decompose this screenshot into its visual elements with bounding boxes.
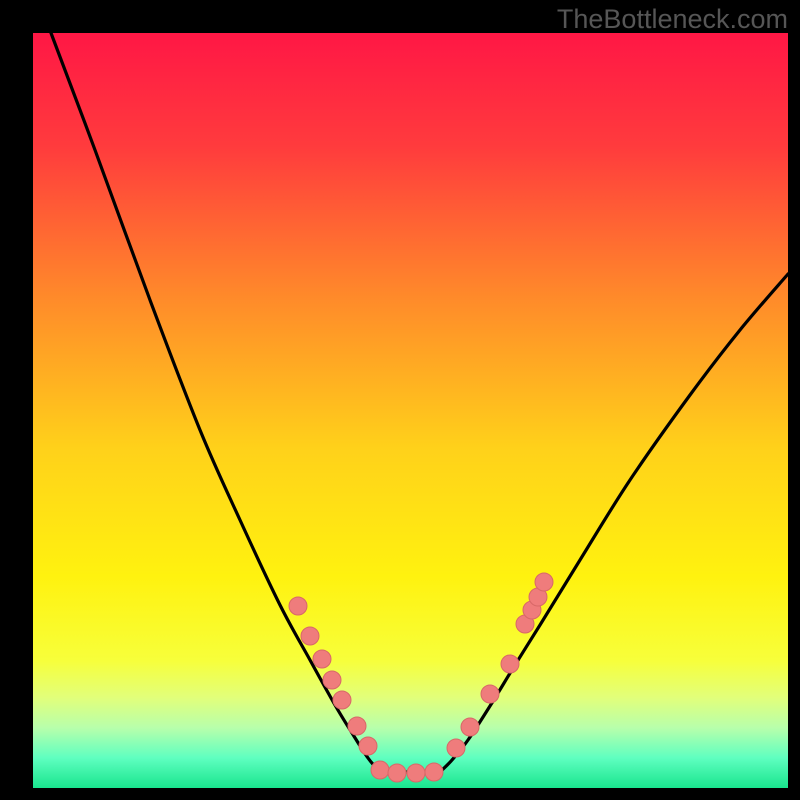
data-point-marker xyxy=(407,764,425,782)
data-point-marker xyxy=(447,739,465,757)
data-point-marker xyxy=(289,597,307,615)
data-point-marker xyxy=(333,691,351,709)
data-point-marker xyxy=(535,573,553,591)
data-point-marker xyxy=(301,627,319,645)
curve-overlay xyxy=(0,0,800,800)
data-point-marker xyxy=(313,650,331,668)
data-point-marker xyxy=(461,718,479,736)
chart-frame: TheBottleneck.com xyxy=(0,0,800,800)
data-point-marker xyxy=(481,685,499,703)
data-point-marker xyxy=(388,764,406,782)
data-point-marker xyxy=(323,671,341,689)
data-point-marker xyxy=(425,763,443,781)
data-point-marker xyxy=(348,717,366,735)
data-point-marker xyxy=(359,737,377,755)
data-point-marker xyxy=(501,655,519,673)
data-point-marker xyxy=(371,761,389,779)
